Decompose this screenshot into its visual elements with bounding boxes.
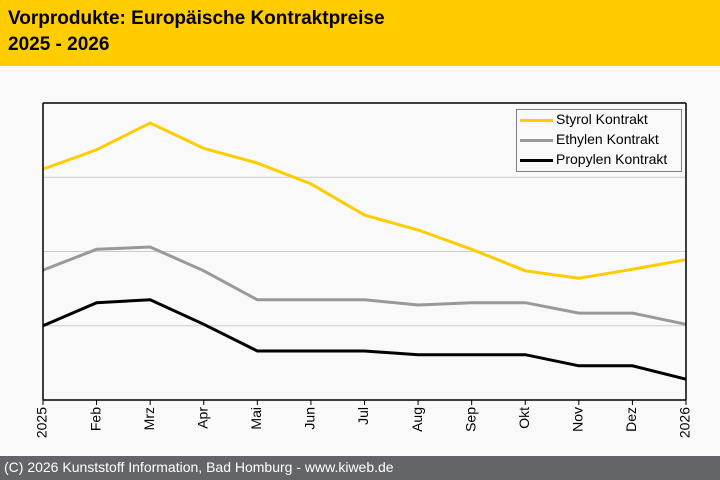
x-tick-label-Jun: Jun <box>302 407 318 430</box>
series-line-propylen-kontrakt <box>42 298 687 381</box>
legend-label-ethylen: Ethylen Kontrakt <box>556 131 659 147</box>
legend-swatch-styrol <box>520 119 553 122</box>
series-line-ethylen-kontrakt <box>42 245 687 326</box>
x-tick-label-Mai: Mai <box>248 407 264 430</box>
x-tick-label-2025: 2025 <box>34 407 50 438</box>
line-chart: 2025 Feb Mrz Apr Mai Jun Jul Aug Sep Okt Nov Dez 202… <box>34 102 693 438</box>
legend-swatch-propylen <box>520 159 553 162</box>
x-tick-label-Apr: Apr <box>194 407 210 429</box>
legend-label-propylen: Propylen Kontrakt <box>556 151 668 167</box>
x-tick-label-Sep: Sep <box>462 407 478 432</box>
x-tick-label-2026: 2026 <box>677 407 693 438</box>
x-tick-label-Okt: Okt <box>516 407 532 429</box>
series-line-styrol-kontrakt <box>42 121 687 280</box>
x-tick-label-Nov: Nov <box>570 407 586 432</box>
series-lines <box>42 121 687 381</box>
copyright-footer: (C) 2026 Kunststoff Information, Bad Hom… <box>0 456 720 480</box>
chart-title: Vorprodukte: Europäische Kontraktpreise <box>8 8 385 29</box>
legend-swatch-ethylen <box>520 139 553 142</box>
x-ticks: 2025 Feb Mrz Apr Mai Jun Jul Aug Sep Okt Nov Dez 202… <box>34 400 693 438</box>
x-tick-label-Dez: Dez <box>623 407 639 432</box>
legend: Styrol Kontrakt Ethylen Kontrakt Propyle… <box>516 109 682 172</box>
copyright-text: (C) 2026 Kunststoff Information, Bad Hom… <box>4 459 394 475</box>
x-tick-label-Aug: Aug <box>409 407 425 432</box>
chart-header: Vorprodukte: Europäische Kontraktpreise … <box>0 0 720 66</box>
legend-label-styrol: Styrol Kontrakt <box>556 111 648 127</box>
gridlines <box>43 176 686 327</box>
x-tick-label-Jul: Jul <box>355 407 371 425</box>
legend-item-ethylen: Ethylen Kontrakt <box>517 131 681 149</box>
legend-item-propylen: Propylen Kontrakt <box>517 151 681 169</box>
chart-subtitle-years: 2025 - 2026 <box>8 34 110 55</box>
x-tick-label-Feb: Feb <box>87 407 103 431</box>
x-tick-label-Mrz: Mrz <box>141 407 157 430</box>
legend-item-styrol: Styrol Kontrakt <box>517 111 681 129</box>
